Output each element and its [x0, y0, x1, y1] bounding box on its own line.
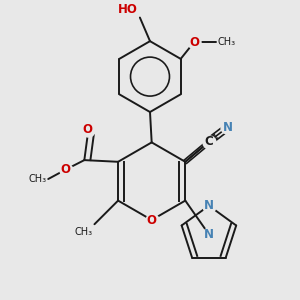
- Text: C: C: [205, 135, 213, 148]
- Text: N: N: [204, 228, 214, 241]
- Text: N: N: [204, 199, 214, 212]
- Text: N: N: [223, 121, 232, 134]
- Text: O: O: [83, 123, 93, 136]
- Text: O: O: [189, 35, 199, 49]
- Text: CH₃: CH₃: [218, 37, 236, 47]
- Text: O: O: [147, 214, 157, 226]
- Text: CH₃: CH₃: [75, 227, 93, 237]
- Text: CH₃: CH₃: [28, 174, 46, 184]
- Text: O: O: [61, 163, 71, 176]
- Text: HO: HO: [118, 3, 138, 16]
